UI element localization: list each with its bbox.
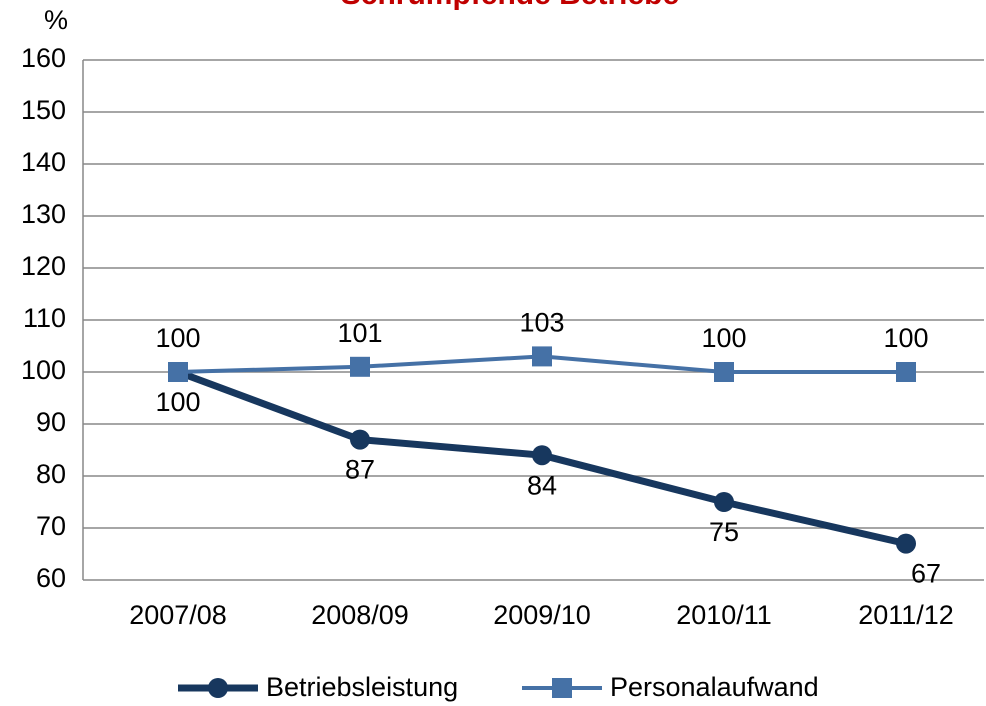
legend-label: Personalaufwand [610, 672, 819, 702]
y-tick-label: 100 [21, 355, 66, 385]
data-point [532, 445, 552, 466]
data-point [350, 356, 370, 377]
x-tick-label: 2009/10 [493, 600, 591, 630]
y-tick-label: 160 [21, 43, 66, 73]
data-point [896, 362, 916, 382]
y-tick-label: 70 [36, 511, 66, 541]
data-point [714, 492, 734, 512]
data-point [168, 362, 188, 382]
legend-label: Betriebsleistung [266, 672, 458, 702]
y-tick-label: 60 [36, 563, 66, 593]
x-tick-label: 2007/08 [129, 600, 227, 630]
y-tick-label: 150 [21, 95, 66, 125]
y-tick-label: 140 [21, 147, 66, 177]
data-label: 103 [519, 308, 564, 338]
x-tick-label: 2008/09 [311, 600, 409, 630]
y-tick-label: 120 [21, 251, 66, 281]
legend-marker [552, 678, 572, 698]
x-tick-label: 2011/12 [858, 600, 954, 630]
y-tick-label: 80 [36, 459, 66, 489]
data-point [350, 429, 370, 450]
data-label: 100 [883, 323, 928, 353]
data-label: 101 [337, 318, 382, 348]
y-tick-label: 110 [23, 303, 66, 333]
data-label: 100 [155, 323, 200, 353]
data-point [532, 346, 552, 367]
data-label: 100 [701, 323, 746, 353]
data-point [896, 533, 916, 554]
data-label: 84 [527, 470, 557, 500]
data-point [714, 362, 734, 382]
data-label: 87 [345, 455, 375, 485]
y-axis-label: % [44, 5, 68, 35]
data-label: 67 [911, 559, 941, 589]
y-tick-label: 90 [36, 407, 66, 437]
data-label: 100 [155, 387, 200, 417]
legend-marker [208, 678, 228, 698]
data-label: 75 [709, 517, 739, 547]
chart-title: Schrumpfende Betriebe [341, 0, 679, 11]
x-tick-label: 2010/11 [676, 600, 772, 630]
y-tick-label: 130 [21, 199, 66, 229]
